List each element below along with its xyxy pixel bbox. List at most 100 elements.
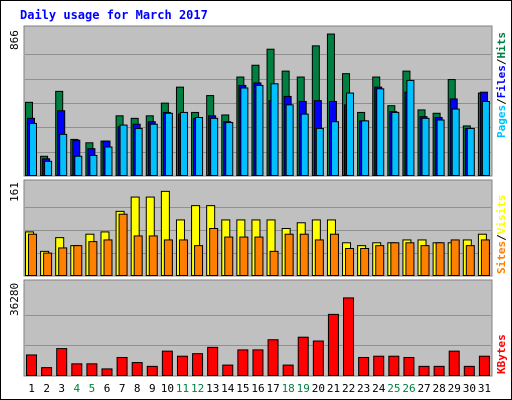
legend-separator: / — [495, 234, 508, 241]
pages-bar — [29, 122, 37, 176]
kbytes-bar — [297, 336, 309, 377]
sites-bar — [178, 239, 188, 277]
day-label: 30 — [463, 382, 476, 395]
kbytes-bar — [101, 368, 113, 377]
kbytes-bar — [86, 363, 98, 376]
hits-panel-legend: Pages/Files/Hits — [495, 32, 508, 138]
sites-bar — [329, 233, 339, 276]
kbytes-bar — [463, 365, 475, 376]
pages-bar — [481, 100, 490, 176]
day-label: 2 — [43, 382, 50, 395]
pages-bar — [270, 83, 279, 176]
sites-bar — [209, 228, 219, 276]
legend-hits: Hits — [495, 32, 508, 59]
day-labels: 1 2 3 4 5 6 7 8 9 10 11 12 13 14 15 16 17 18 19 20 21 22 23 24 2… — [28, 382, 491, 395]
legend-files: Files — [495, 65, 508, 98]
kbytes-bar — [358, 356, 370, 377]
kbytes-bar — [192, 353, 204, 377]
day-label: 19 — [297, 382, 310, 395]
sites-bar — [58, 247, 68, 277]
sites-bar — [254, 236, 264, 276]
kbytes-bar — [373, 355, 385, 377]
visits-max-label: 161 — [8, 182, 21, 202]
day-label: 28 — [433, 382, 446, 395]
day-label: 29 — [448, 382, 461, 395]
sites-bar — [465, 245, 475, 276]
kbytes-bar — [56, 348, 68, 376]
kbytes-bar — [176, 355, 188, 377]
day-label: 4 — [74, 382, 81, 395]
legend-visits: Visits — [495, 195, 508, 235]
day-label: 16 — [251, 382, 264, 395]
legend-separator: / — [495, 98, 508, 105]
kbytes-bar — [312, 340, 324, 377]
pages-bar — [330, 121, 339, 177]
sites-bar — [118, 213, 128, 276]
day-label: 20 — [312, 382, 325, 395]
pages-bar — [210, 117, 219, 176]
pages-bar — [59, 133, 68, 176]
day-label: 31 — [478, 382, 491, 395]
legend-separator: / — [495, 58, 508, 65]
sites-bar — [314, 239, 324, 277]
day-label: 11 — [176, 382, 189, 395]
sites-bar — [435, 242, 445, 277]
bars — [25, 33, 490, 377]
kbytes-bar — [237, 349, 249, 376]
pages-bar — [195, 116, 204, 176]
day-label: 8 — [134, 382, 141, 395]
day-label: 5 — [89, 382, 96, 395]
kbytes-bar — [146, 365, 158, 376]
sites-bar — [163, 239, 173, 277]
day-label: 13 — [206, 382, 219, 395]
pages-bar — [225, 122, 234, 177]
pages-bar — [74, 155, 83, 177]
pages-bar — [451, 108, 460, 176]
sites-bar — [450, 239, 460, 277]
sites-bar — [375, 245, 385, 276]
day-label: 3 — [58, 382, 65, 395]
pages-bar — [361, 120, 370, 177]
day-label: 9 — [149, 382, 156, 395]
pages-bar — [119, 124, 128, 176]
pages-bar — [421, 117, 430, 176]
sites-bar — [480, 239, 490, 277]
day-label: 17 — [266, 382, 279, 395]
kbytes-bar — [41, 367, 53, 376]
day-label: 25 — [387, 382, 400, 395]
sites-bar — [88, 241, 98, 276]
sites-bar — [420, 245, 430, 276]
day-label: 23 — [357, 382, 370, 395]
day-label: 12 — [191, 382, 204, 395]
day-label: 10 — [161, 382, 174, 395]
legend-pages: Pages — [495, 105, 508, 138]
kbytes-bar — [71, 363, 83, 376]
kbytes-bar — [26, 354, 37, 377]
pages-bar — [466, 127, 475, 177]
kbytes-bar — [433, 365, 445, 376]
sites-bar — [103, 239, 113, 277]
sites-bar — [284, 233, 294, 276]
pages-bar — [285, 104, 294, 176]
sites-bar — [194, 245, 204, 276]
pages-bar — [376, 88, 385, 176]
sites-bar — [239, 236, 249, 276]
kbytes-bar — [207, 346, 219, 376]
sites-bar — [73, 245, 83, 276]
kbytes-bar — [282, 364, 294, 376]
kbytes-bar — [478, 355, 490, 377]
pages-bar — [149, 123, 158, 176]
day-label: 27 — [417, 382, 430, 395]
pages-bar — [89, 154, 98, 177]
kbytes-bar — [222, 364, 234, 376]
pages-bar — [346, 92, 355, 176]
kbytes-bar — [252, 349, 264, 376]
sites-bar — [133, 235, 143, 277]
pages-bar — [179, 111, 188, 176]
pages-bar — [255, 84, 264, 176]
day-label: 26 — [402, 382, 415, 395]
kbytes-bar — [267, 339, 279, 377]
day-label: 24 — [372, 382, 386, 395]
pages-bar — [164, 112, 173, 176]
